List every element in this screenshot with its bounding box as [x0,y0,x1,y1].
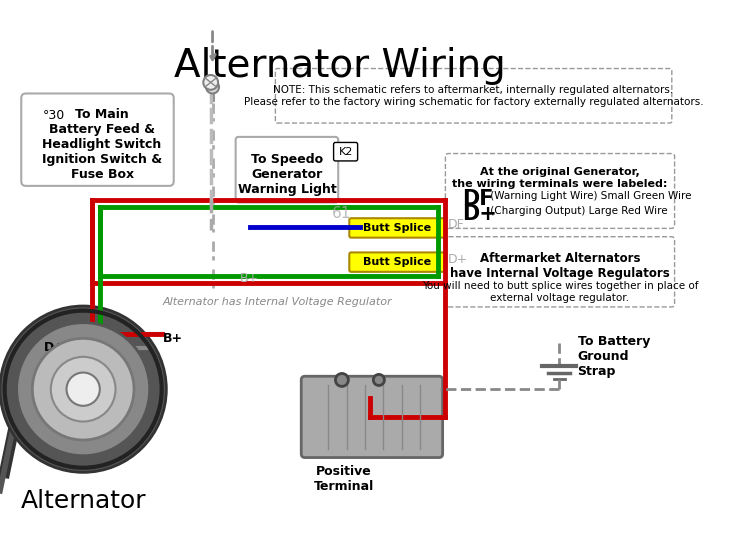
Text: To Main
Battery Feed &
Headlight Switch
Ignition Switch &
Fuse Box: To Main Battery Feed & Headlight Switch … [42,108,162,181]
Text: D+: D+ [462,205,497,224]
Circle shape [17,323,149,456]
Text: B+: B+ [240,272,259,285]
Circle shape [51,357,116,422]
Text: °30: °30 [43,109,65,122]
Text: K2: K2 [339,147,353,157]
Text: B+: B+ [163,332,183,345]
Circle shape [32,338,134,440]
Text: At the original Generator,
the wiring terminals were labeled:: At the original Generator, the wiring te… [453,168,668,189]
FancyBboxPatch shape [333,142,358,161]
Text: 61: 61 [332,206,352,221]
Circle shape [206,81,219,93]
FancyBboxPatch shape [301,376,442,458]
Text: DF: DF [462,188,494,209]
Text: (Warning Light Wire) Small Green Wire: (Warning Light Wire) Small Green Wire [487,191,692,200]
Text: D+: D+ [447,253,467,266]
Text: NOTE: This schematic refers to aftermarket, internally regulated alternators.
Pl: NOTE: This schematic refers to aftermark… [244,85,704,106]
Circle shape [203,75,218,90]
Text: To Speedo
Generator
Warning Light: To Speedo Generator Warning Light [238,153,336,196]
FancyBboxPatch shape [350,252,445,272]
Circle shape [373,374,384,386]
Text: DF: DF [447,218,464,231]
Text: You will need to butt splice wires together in place of
external voltage regulat: You will need to butt splice wires toget… [422,281,698,303]
Text: Alternator Wiring: Alternator Wiring [174,47,506,85]
Text: Positive
Terminal: Positive Terminal [314,465,375,493]
Circle shape [0,306,166,473]
FancyBboxPatch shape [350,218,445,238]
FancyBboxPatch shape [21,93,174,186]
Text: (Charging Output) Large Red Wire: (Charging Output) Large Red Wire [487,206,668,216]
FancyBboxPatch shape [445,237,675,307]
Text: Aftermarket Alternators
have Internal Voltage Regulators: Aftermarket Alternators have Internal Vo… [450,252,670,280]
FancyBboxPatch shape [445,154,675,228]
FancyBboxPatch shape [275,69,672,123]
Text: Alternator: Alternator [21,489,146,513]
Text: Butt Splice: Butt Splice [364,257,431,267]
Text: D+: D+ [44,341,66,354]
Text: Alternator has Internal Voltage Regulator: Alternator has Internal Voltage Regulato… [163,297,392,307]
Circle shape [66,373,100,406]
Text: Butt Splice: Butt Splice [364,223,431,233]
Text: To Battery
Ground
Strap: To Battery Ground Strap [578,335,650,379]
FancyBboxPatch shape [236,137,339,202]
Circle shape [336,373,348,387]
